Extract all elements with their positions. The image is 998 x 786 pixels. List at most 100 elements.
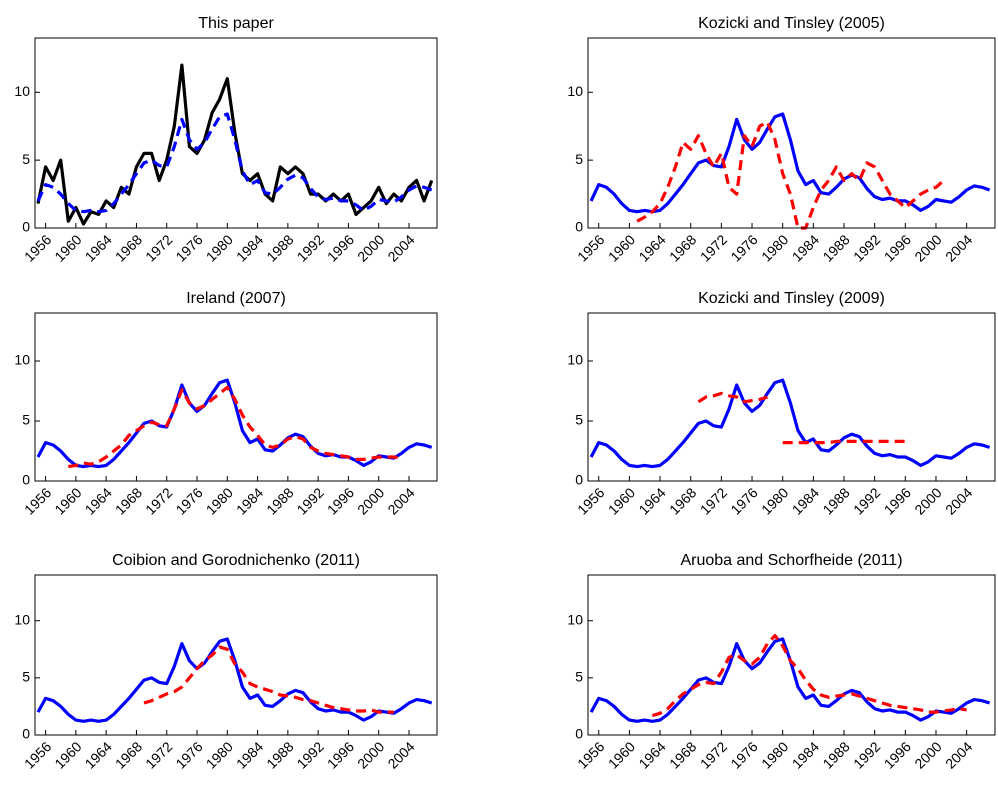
- x-tick-label: 1984: [789, 231, 822, 264]
- axes-frame: [587, 312, 996, 482]
- chart-title: Aruoba and Schorfheide (2011): [680, 552, 902, 569]
- x-tick-label: 1964: [635, 231, 668, 264]
- series-line: [36, 112, 433, 214]
- x-tick-label: 1980: [203, 738, 236, 771]
- x-tick-label: 1992: [850, 484, 883, 517]
- x-tick-label: 2004: [384, 231, 417, 264]
- x-tick-label: 1960: [51, 738, 84, 771]
- chart-title: Coibion and Gorodnichenko (2011): [112, 552, 360, 569]
- chart-title: Kozicki and Tinsley (2005): [698, 15, 885, 32]
- x-tick-label: 1972: [697, 231, 730, 264]
- y-tick-label: 5: [22, 151, 30, 167]
- x-tick-label: 1992: [850, 738, 883, 771]
- x-tick-label: 1972: [697, 484, 730, 517]
- series-line: [697, 391, 906, 445]
- y-tick-label: 10: [567, 611, 583, 627]
- x-tick-label: 1980: [203, 484, 236, 517]
- x-tick-label: 1988: [819, 738, 852, 771]
- axes-frame: [587, 37, 996, 229]
- x-tick-label: 1988: [263, 231, 296, 264]
- series-line: [589, 637, 991, 723]
- x-tick-label: 1984: [789, 484, 822, 517]
- y-tick-label: 10: [14, 352, 30, 368]
- x-tick-label: 1964: [635, 738, 668, 771]
- x-tick-label: 1996: [881, 231, 914, 264]
- series-line: [636, 120, 945, 230]
- y-tick-label: 0: [22, 726, 30, 742]
- x-tick-label: 2004: [942, 738, 975, 771]
- x-tick-label: 1956: [574, 231, 607, 264]
- y-tick-label: 0: [575, 219, 583, 235]
- x-tick-label: 1996: [324, 231, 357, 264]
- x-tick-label: 1988: [819, 484, 852, 517]
- x-tick-label: 2004: [384, 484, 417, 517]
- x-tick-label: 1988: [263, 738, 296, 771]
- x-tick-label: 1976: [172, 231, 205, 264]
- x-tick-label: 1968: [112, 231, 145, 264]
- axes-frame: [587, 574, 996, 736]
- series-line: [589, 378, 991, 469]
- series-line: [143, 645, 394, 714]
- x-tick-label: 1996: [324, 738, 357, 771]
- x-tick-label: 1956: [21, 738, 54, 771]
- x-tick-label: 1996: [881, 484, 914, 517]
- x-tick-label: 2000: [354, 738, 387, 771]
- x-tick-label: 1988: [263, 484, 296, 517]
- x-tick-label: 1972: [142, 738, 175, 771]
- axes-frame: [34, 574, 438, 736]
- x-tick-label: 1976: [172, 738, 205, 771]
- y-tick-label: 5: [22, 669, 30, 685]
- x-tick-label: 1996: [881, 738, 914, 771]
- y-tick-label: 0: [575, 726, 583, 742]
- y-tick-label: 5: [575, 669, 583, 685]
- y-tick-label: 0: [575, 472, 583, 488]
- x-tick-label: 1964: [82, 231, 115, 264]
- x-tick-label: 1964: [635, 484, 668, 517]
- x-tick-label: 1968: [666, 231, 699, 264]
- x-tick-label: 1964: [82, 484, 115, 517]
- x-tick-label: 1992: [850, 231, 883, 264]
- x-tick-label: 1960: [605, 484, 638, 517]
- x-tick-label: 1980: [758, 484, 791, 517]
- x-tick-label: 1968: [666, 738, 699, 771]
- x-tick-label: 1968: [112, 738, 145, 771]
- x-tick-label: 1960: [51, 484, 84, 517]
- x-tick-label: 2004: [942, 484, 975, 517]
- x-tick-label: 1996: [324, 484, 357, 517]
- x-tick-label: 2004: [384, 738, 417, 771]
- chart-title: This paper: [198, 15, 274, 32]
- series-line: [36, 63, 434, 226]
- x-tick-label: 1964: [82, 738, 115, 771]
- x-tick-label: 1980: [203, 231, 236, 264]
- y-tick-label: 5: [22, 412, 30, 428]
- x-tick-label: 1956: [21, 231, 54, 264]
- x-tick-label: 1968: [112, 484, 145, 517]
- series-line: [651, 634, 967, 718]
- x-tick-label: 2000: [911, 738, 944, 771]
- x-tick-label: 1976: [727, 484, 760, 517]
- axes-frame: [34, 37, 438, 229]
- x-tick-label: 1968: [666, 484, 699, 517]
- x-tick-label: 1984: [789, 738, 822, 771]
- x-tick-label: 1972: [142, 484, 175, 517]
- x-tick-label: 1956: [21, 484, 54, 517]
- chart-title: Ireland (2007): [186, 290, 286, 307]
- y-tick-label: 10: [14, 83, 30, 99]
- x-tick-label: 2000: [911, 484, 944, 517]
- x-tick-label: 1960: [51, 231, 84, 264]
- x-tick-label: 1956: [574, 484, 607, 517]
- y-tick-label: 10: [14, 611, 30, 627]
- x-tick-label: 1960: [605, 738, 638, 771]
- x-tick-label: 2000: [354, 484, 387, 517]
- series-line: [36, 378, 433, 469]
- x-tick-label: 1992: [294, 231, 327, 264]
- x-tick-label: 1976: [727, 231, 760, 264]
- x-tick-label: 1956: [574, 738, 607, 771]
- y-tick-label: 0: [22, 472, 30, 488]
- x-tick-label: 1992: [294, 484, 327, 517]
- y-tick-label: 0: [22, 219, 30, 235]
- x-tick-label: 1980: [758, 231, 791, 264]
- x-tick-label: 1984: [233, 738, 266, 771]
- x-tick-label: 1976: [727, 738, 760, 771]
